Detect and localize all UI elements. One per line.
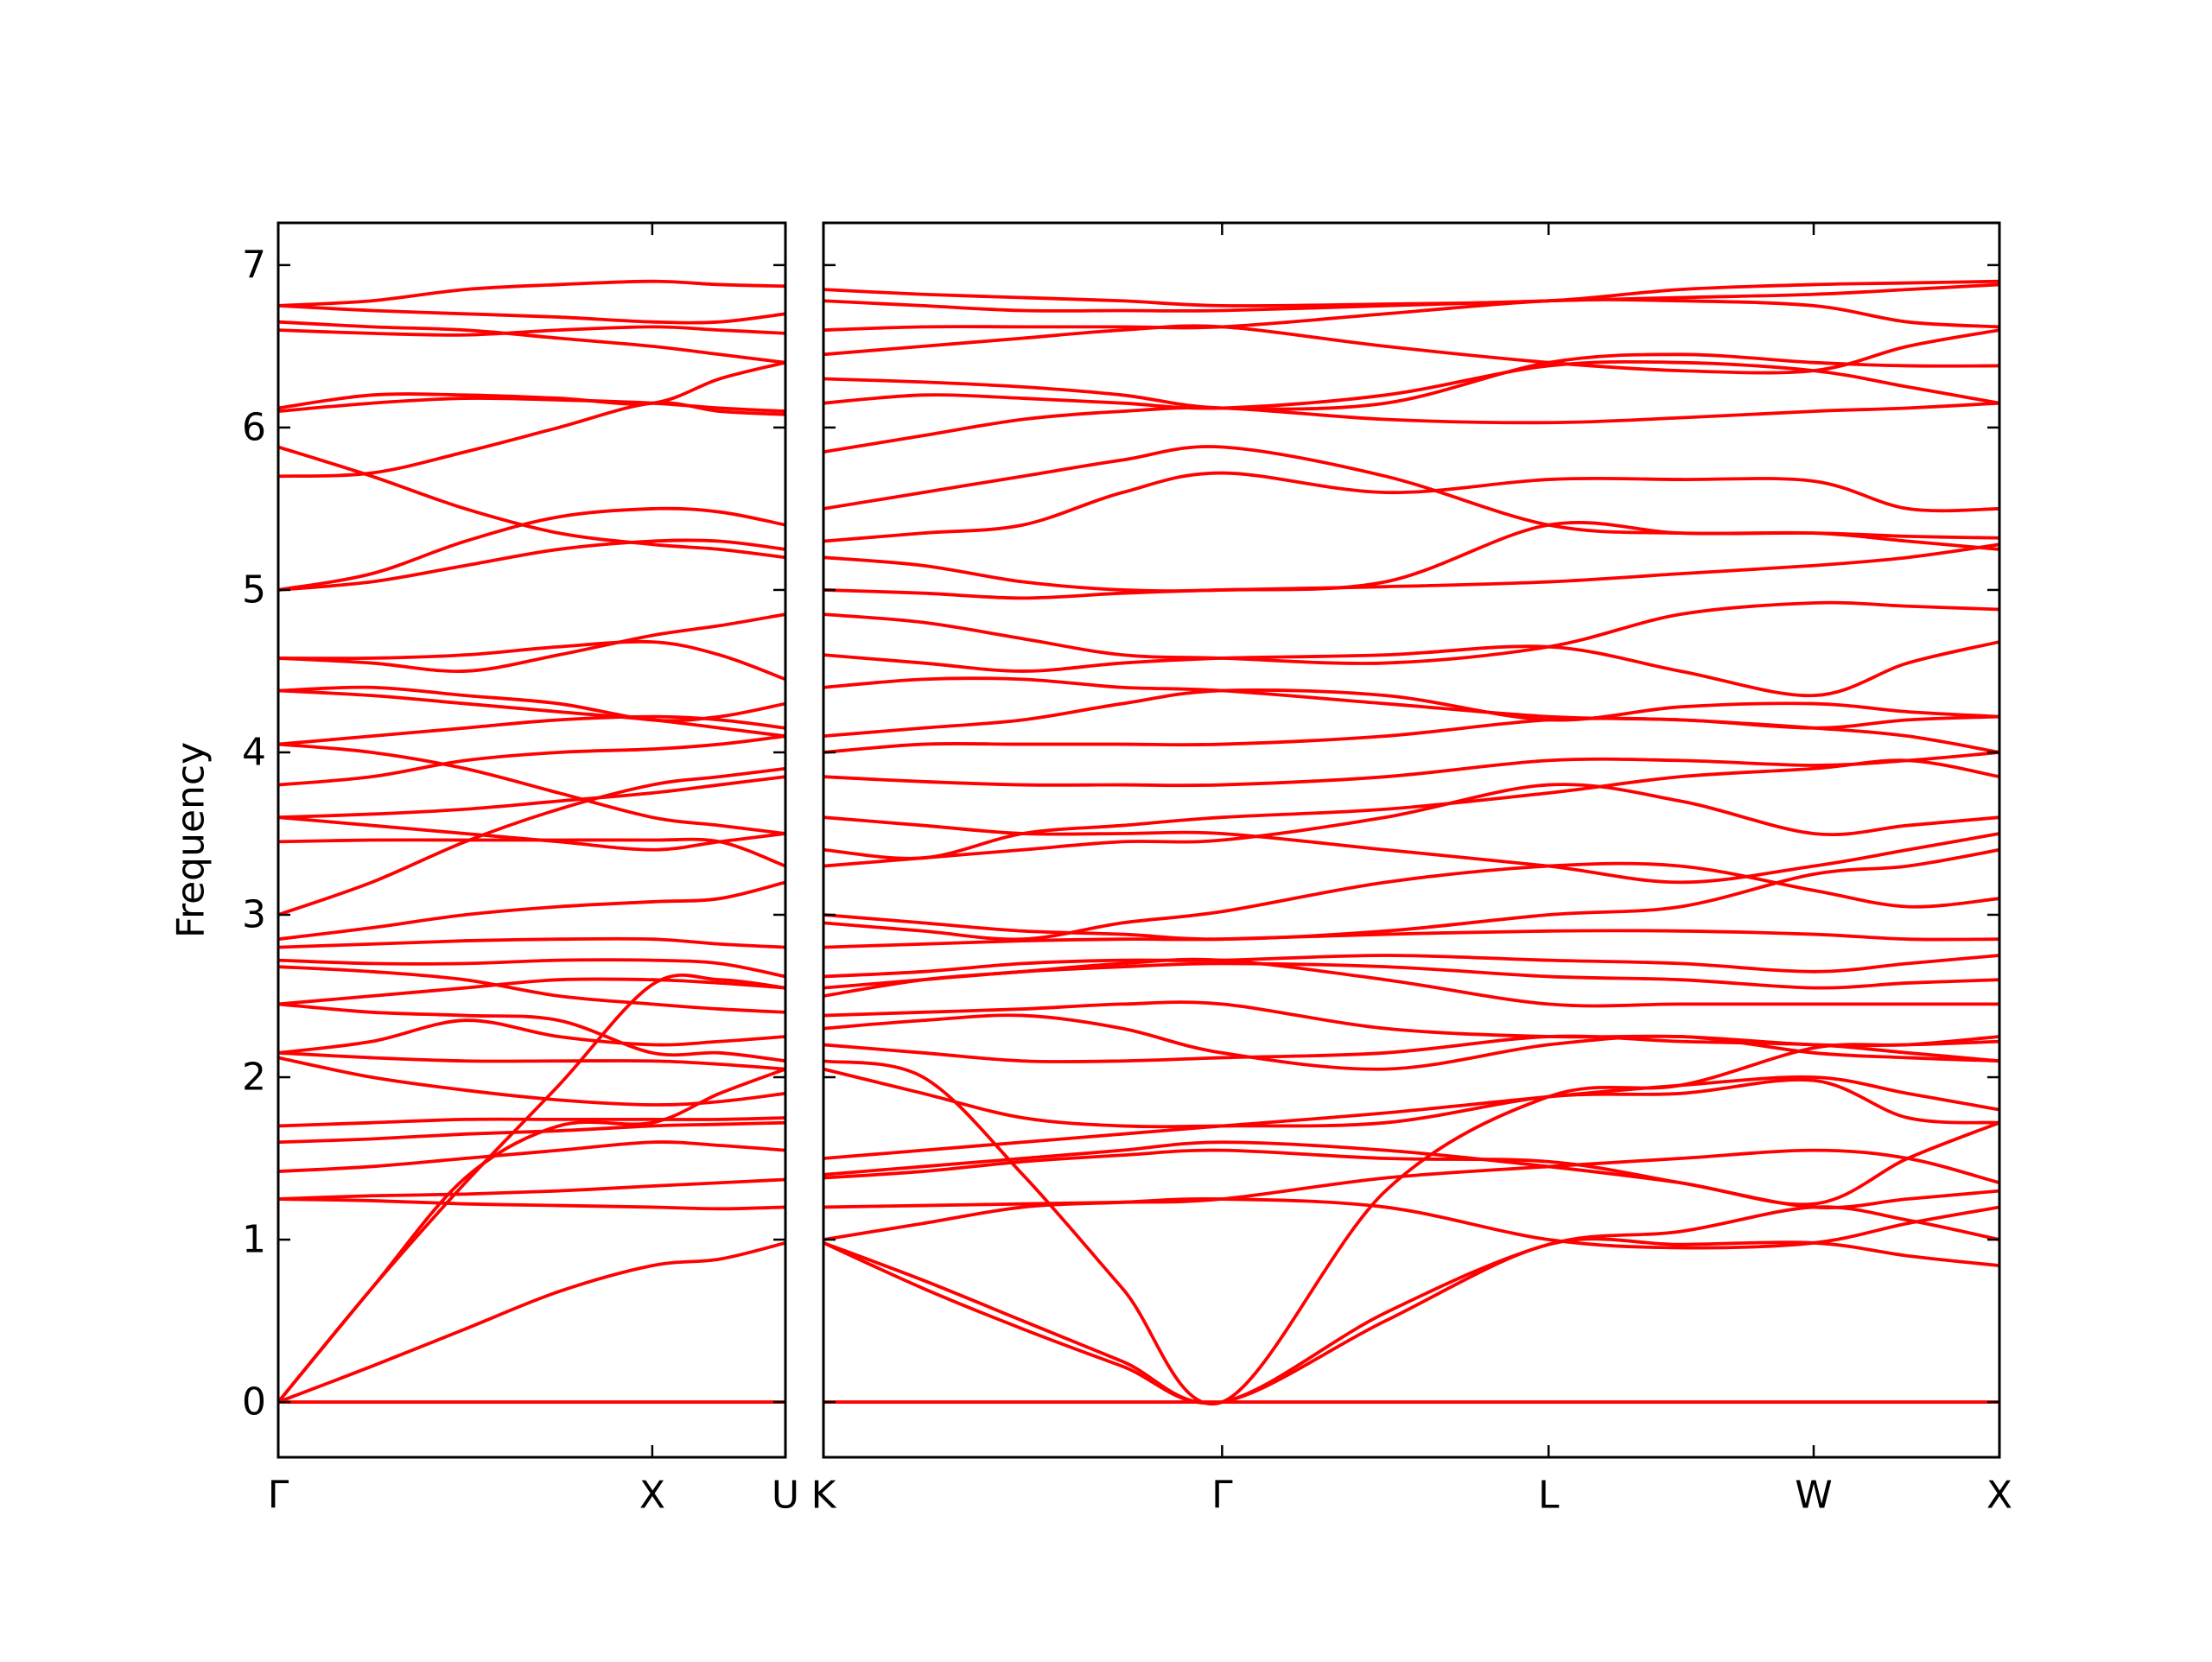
band-line (278, 1240, 785, 1404)
band-line (823, 1148, 1999, 1209)
band-line (823, 847, 1999, 942)
band-line (823, 815, 1999, 885)
band-line (823, 688, 1999, 739)
bands (823, 279, 1999, 1406)
band-line (278, 977, 785, 1006)
band-line (278, 1050, 785, 1071)
band-line (278, 688, 785, 739)
band-line (823, 1034, 1999, 1063)
x-tick-label: W (1795, 1474, 1833, 1518)
band-line (823, 359, 1999, 410)
band-line (278, 1018, 785, 1055)
band-line (823, 445, 1999, 551)
band-line (278, 320, 785, 365)
band-line (278, 1140, 785, 1173)
band-line (823, 1196, 1999, 1250)
y-tick-label: 2 (242, 1056, 266, 1100)
band-line (278, 1177, 785, 1201)
x-tick-label: X (1986, 1474, 2012, 1518)
y-tick-label: 0 (242, 1380, 266, 1424)
y-axis-label: Frequency (169, 742, 213, 938)
x-tick-label: Γ (1211, 1474, 1233, 1518)
y-tick-label: 5 (242, 568, 266, 612)
bands (278, 279, 785, 1404)
axis-frame (822, 221, 2001, 1459)
band-line (278, 612, 785, 674)
x-tick-label: L (1538, 1474, 1560, 1518)
band-line (278, 815, 785, 852)
band-line (823, 471, 1999, 543)
band-line (823, 1013, 1999, 1071)
band-line (823, 1067, 1999, 1129)
axis-frame (276, 221, 787, 1459)
band-line (823, 954, 1999, 979)
band-line (278, 958, 785, 979)
band-line (823, 861, 1999, 942)
band-line (823, 298, 1999, 332)
band-line (278, 936, 785, 949)
x-tick-label: Γ (268, 1474, 289, 1518)
y-tick-label: 1 (242, 1218, 266, 1262)
band-line (823, 1075, 1999, 1160)
band-line (823, 1205, 1999, 1405)
band-line (823, 352, 1999, 411)
band-line (278, 1067, 785, 1404)
band-line (278, 714, 785, 746)
band-line (278, 880, 785, 942)
band-line (823, 1120, 1999, 1207)
x-tick-label: X (639, 1474, 665, 1518)
band-line (823, 542, 1999, 600)
panel: 0 1 2 3 4 5 6 7 Γ X U Frequency (169, 221, 799, 1518)
band-line (823, 783, 1999, 868)
band-line (823, 1237, 1999, 1405)
band-line (278, 445, 785, 560)
band-line (278, 396, 785, 414)
band-line (823, 1035, 1999, 1406)
band-line (278, 401, 785, 479)
band-line (823, 640, 1999, 698)
band-line (823, 758, 1999, 860)
band-line (278, 1197, 785, 1211)
band-line (278, 775, 785, 820)
band-line (278, 685, 785, 723)
y-tick-label: 6 (242, 405, 266, 449)
band-line (823, 676, 1999, 754)
band-line (278, 742, 785, 835)
y-tick-label: 4 (242, 730, 266, 774)
band-line (278, 973, 785, 1404)
band-line (278, 506, 785, 592)
band-line (823, 401, 1999, 454)
band-line (278, 303, 785, 325)
band-line (278, 734, 785, 787)
band-line (823, 324, 1999, 375)
band-line (823, 1148, 1999, 1209)
band-line (278, 639, 785, 682)
band-line (278, 538, 785, 592)
band-line (278, 1002, 785, 1063)
band-line (278, 1120, 785, 1145)
band-line (278, 1116, 785, 1128)
band-line (278, 766, 785, 917)
band-line (278, 360, 785, 410)
band-line (278, 325, 785, 337)
band-line (823, 279, 1999, 308)
band-line (278, 965, 785, 1014)
band-line (823, 1000, 1999, 1048)
x-tick-label: U (772, 1474, 799, 1518)
x-tick-label: K (811, 1474, 837, 1518)
band-line (278, 1056, 785, 1107)
band-line (823, 929, 1999, 949)
y-tick-label: 3 (242, 892, 266, 936)
band-line (823, 961, 1999, 990)
band-line (823, 600, 1999, 665)
band-line (278, 279, 785, 308)
band-line (823, 751, 1999, 788)
y-tick-label: 7 (242, 243, 266, 287)
